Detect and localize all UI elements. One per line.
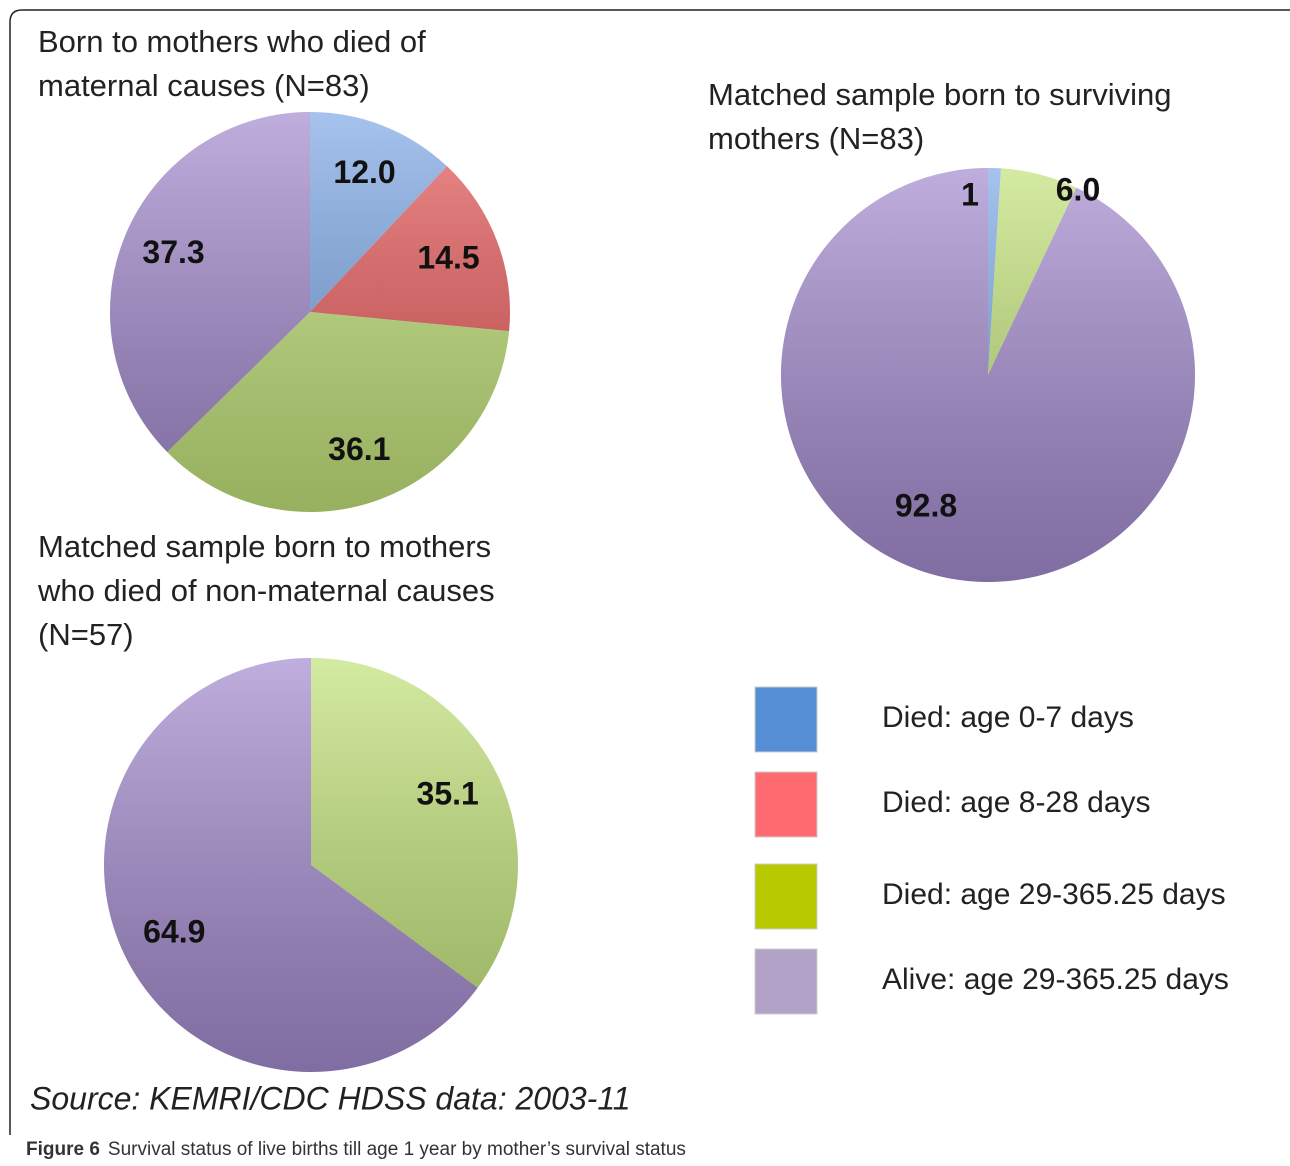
data-label: 64.9	[143, 914, 205, 950]
pie	[110, 111, 510, 512]
legend-swatch	[754, 948, 818, 1015]
data-label: 92.8	[895, 487, 957, 523]
chart-title: (N=57)	[38, 617, 134, 652]
legend-label: Died: age 0-7 days	[882, 701, 1134, 734]
legend-swatch	[754, 771, 818, 838]
pie	[103, 658, 518, 1072]
source: Source: KEMRI/CDC HDSS data: 2003-11	[30, 1080, 631, 1116]
data-label: 36.1	[328, 431, 390, 467]
chart-title: Matched sample born to surviving	[708, 77, 1172, 112]
chart-title: Born to mothers who died of	[38, 24, 426, 59]
legend-label: Died: age 29-365.25 days	[882, 878, 1226, 911]
data-label: 14.5	[417, 239, 479, 275]
chart-title: maternal causes (N=83)	[38, 68, 370, 103]
legend-swatch	[754, 686, 818, 753]
caption: Figure 6 Survival status of live births t…	[26, 1139, 686, 1160]
data-label: 12.0	[333, 154, 395, 190]
data-label: 6.0	[1056, 171, 1100, 207]
legend-swatch	[754, 863, 818, 930]
chart-title: mothers (N=83)	[708, 121, 924, 156]
legend-label: Died: age 8-28 days	[882, 786, 1151, 819]
pie	[781, 168, 1195, 582]
data-label: 35.1	[417, 775, 479, 811]
caption-label: Figure 6	[26, 1139, 100, 1160]
data-label: 37.3	[142, 234, 204, 270]
caption-text: Survival status of live births till age …	[108, 1139, 686, 1160]
legend-label: Alive: age 29-365.25 days	[882, 963, 1229, 996]
data-label: 1	[961, 176, 979, 212]
frame	[9, 9, 1290, 1135]
pie-slice	[781, 168, 1195, 582]
chart-title: who died of non-maternal causes	[37, 573, 495, 608]
chart-title: Matched sample born to mothers	[38, 529, 491, 564]
